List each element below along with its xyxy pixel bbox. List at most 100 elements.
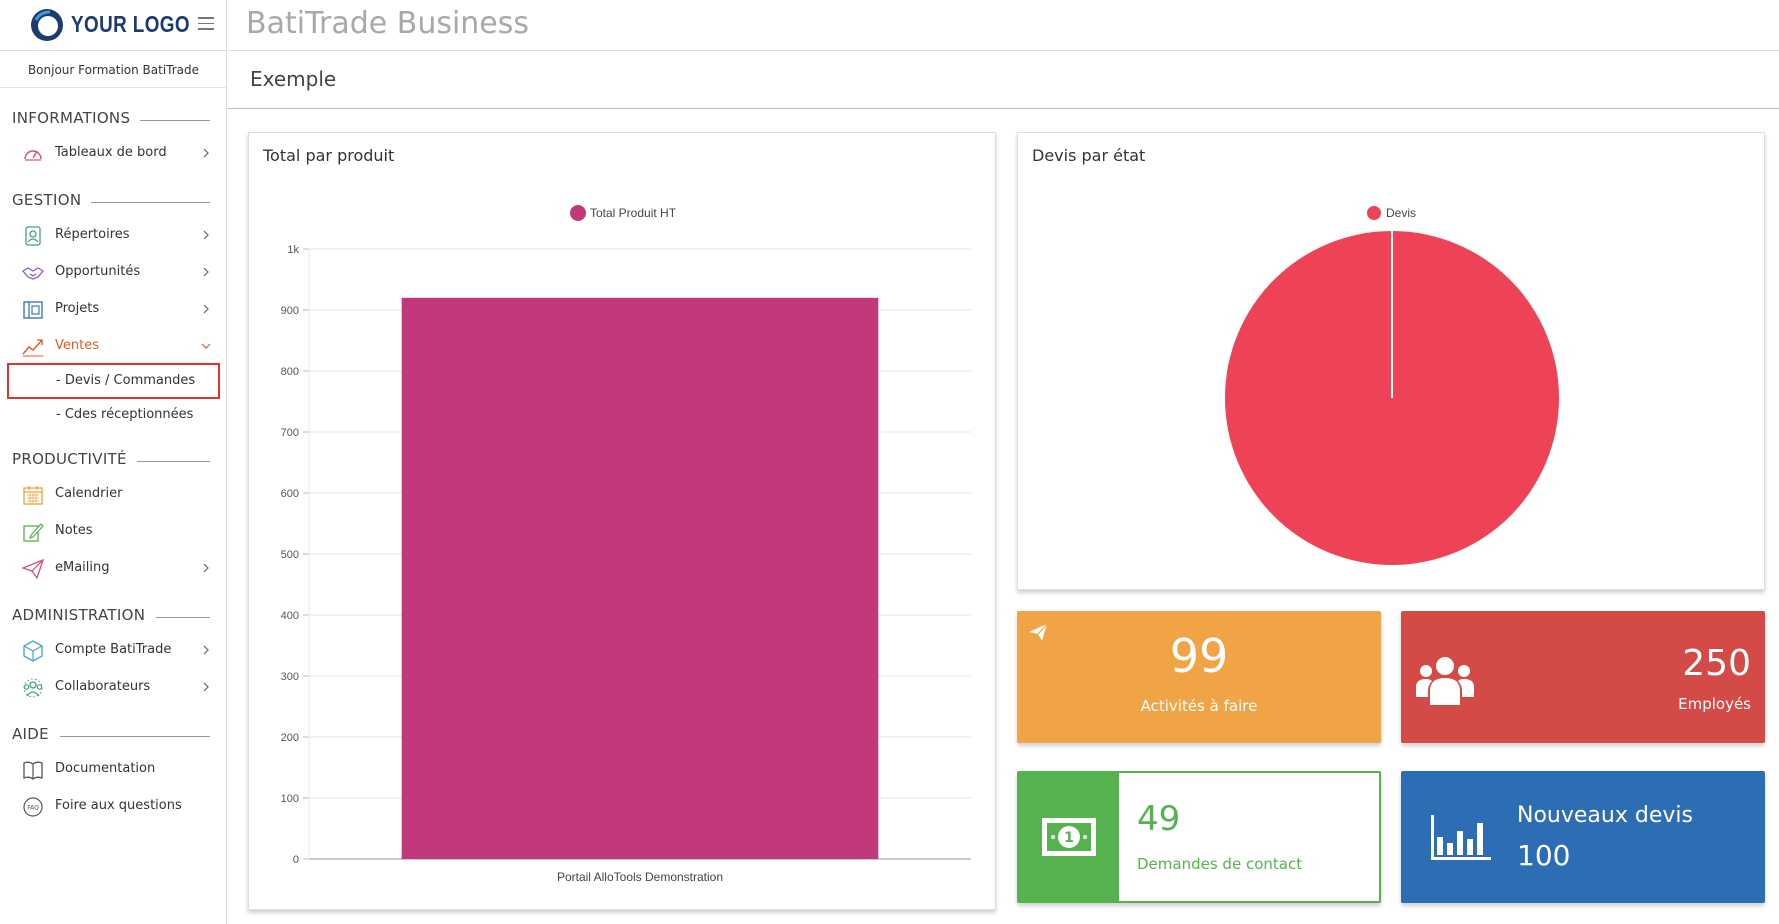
y-tick-label: 0: [293, 854, 299, 866]
bar-chart: Total Produit HT 0 100 200 300 400 500 600 700 80…: [281, 205, 971, 884]
trend-chart-icon: [22, 339, 43, 357]
sidebar-item-label: Calendrier: [55, 486, 123, 501]
section-administration: ADMINISTRATION: [12, 606, 210, 626]
section-aide: AIDE: [12, 725, 210, 745]
sidebar-item-label: Tableaux de bord: [55, 145, 167, 160]
y-tick-label: 300: [281, 671, 299, 683]
sidebar-item-label: Documentation: [55, 761, 156, 776]
bar-legend: Total Produit HT: [570, 205, 677, 221]
faq-bubble-icon: FAQ: [23, 797, 43, 817]
blueprint-icon: [23, 301, 43, 319]
bar-chart-title: Total par produit: [263, 146, 395, 165]
sidebar-item-documentation[interactable]: Documentation: [22, 756, 214, 784]
y-tick-label: 1k: [287, 244, 299, 256]
chevron-right-icon: [203, 267, 209, 277]
divider: [140, 120, 210, 121]
stat-card-nouveaux-devis[interactable]: Nouveaux devis 100: [1401, 771, 1765, 903]
calendar-icon: [23, 486, 43, 505]
logo-text[interactable]: YOUR LOGO: [71, 11, 190, 37]
stat-card-activites[interactable]: 99 Activités à faire: [1017, 611, 1381, 743]
pie-chart-title: Devis par état: [1032, 146, 1146, 165]
bar-chart-card: Total par produit Total Produit HT 0 100 20…: [248, 132, 996, 910]
sidebar-item-calendrier[interactable]: Calendrier: [22, 481, 214, 509]
stat-card-employes[interactable]: 250 Employés: [1401, 611, 1765, 743]
menu-toggle-icon[interactable]: [198, 17, 214, 31]
stat-value: 250: [1682, 643, 1751, 684]
section-productivite: PRODUCTIVITÉ: [12, 450, 210, 470]
faq-icon-text: FAQ: [27, 805, 39, 812]
sidebar-item-tableaux[interactable]: Tableaux de bord: [22, 140, 214, 168]
sidebar-item-emailing[interactable]: eMailing: [22, 555, 214, 583]
sidebar-item-label: Répertoires: [55, 227, 130, 242]
stat-card-demandes[interactable]: 1 49 Demandes de contact: [1017, 771, 1381, 903]
sidebar-subitem-cdes-receptionnees[interactable]: - Cdes réceptionnées: [7, 397, 220, 433]
divider: [156, 617, 210, 618]
sidebar-item-label: Collaborateurs: [55, 679, 151, 694]
speedometer-icon: [24, 150, 42, 161]
sidebar-subitem-label: - Devis / Commandes: [56, 373, 196, 388]
sidebar-item-collaborateurs[interactable]: Collaborateurs: [22, 674, 214, 702]
page-header: Exemple: [228, 52, 1779, 109]
y-tick-label: 500: [281, 549, 299, 561]
bar-chart-icon: [1431, 815, 1491, 860]
stat-label: Activités à faire: [1140, 697, 1258, 715]
cube-icon: [23, 640, 43, 662]
section-title: INFORMATIONS: [12, 109, 141, 127]
paper-plane-icon: [22, 558, 44, 580]
users-icon: [1416, 657, 1474, 705]
stat-label: Demandes de contact: [1137, 855, 1303, 873]
chevron-right-icon: [203, 148, 209, 158]
divider: [60, 736, 210, 737]
section-title: ADMINISTRATION: [12, 606, 156, 624]
sidebar-item-label: eMailing: [55, 560, 110, 575]
chevron-right-icon: [203, 645, 209, 655]
y-tick-label: 800: [281, 366, 299, 378]
legend-label: Devis: [1386, 206, 1416, 220]
sidebar-item-label: Notes: [55, 523, 93, 538]
chevron-down-icon: [201, 343, 211, 349]
sidebar-item-notes[interactable]: Notes: [22, 518, 214, 546]
y-tick-label: 900: [281, 305, 299, 317]
sidebar-item-label: Opportunités: [55, 264, 141, 279]
legend-swatch: [1367, 206, 1381, 220]
sidebar-item-repertoires[interactable]: Répertoires: [22, 222, 214, 250]
legend-label: Total Produit HT: [590, 206, 677, 220]
sidebar-item-label: Projets: [55, 301, 100, 316]
sidebar-subitem-label: - Cdes réceptionnées: [56, 407, 194, 422]
sidebar-item-compte[interactable]: Compte BatiTrade: [22, 637, 214, 665]
divider: [135, 461, 210, 462]
book-icon: [23, 761, 43, 780]
stat-icon-panel: 1: [1019, 773, 1119, 901]
sidebar-item-opportunites[interactable]: Opportunités: [22, 259, 214, 287]
sidebar-item-label: Foire aux questions: [55, 798, 182, 813]
section-gestion: GESTION: [12, 191, 210, 211]
chevron-right-icon: [203, 682, 209, 692]
bar[interactable]: [401, 297, 879, 859]
stat-label: Nouveaux devis: [1517, 803, 1693, 828]
sidebar-item-label: Ventes: [55, 338, 99, 353]
sidebar-item-ventes[interactable]: Ventes: [22, 333, 214, 361]
pencil-note-icon: [23, 523, 44, 542]
y-tick-label: 600: [281, 488, 299, 500]
team-icon: [23, 678, 43, 698]
sidebar-item-faq[interactable]: FAQ Foire aux questions: [22, 793, 214, 821]
y-tick-label: 400: [281, 610, 299, 622]
svg-text:1: 1: [1064, 830, 1074, 846]
top-bar: BatiTrade Business: [228, 0, 1779, 51]
stat-value: 100: [1517, 839, 1571, 872]
divider: [90, 202, 210, 203]
y-tick-label: 700: [281, 427, 299, 439]
logo-icon[interactable]: [30, 8, 64, 42]
pie-chart-card: Devis par état Devis: [1017, 132, 1765, 590]
paper-plane-icon: [1029, 623, 1048, 641]
stat-label: Employés: [1678, 695, 1751, 713]
sidebar-item-label: Compte BatiTrade: [55, 642, 172, 657]
chevron-right-icon: [203, 563, 209, 573]
sidebar-item-projets[interactable]: Projets: [22, 296, 214, 324]
section-title: AIDE: [12, 725, 59, 743]
sidebar-subitem-devis-commandes[interactable]: - Devis / Commandes: [7, 363, 220, 399]
y-tick-label: 200: [281, 732, 299, 744]
contact-card-icon: [25, 226, 41, 246]
sidebar: YOUR LOGO Bonjour Formation BatiTrade IN…: [0, 0, 227, 924]
